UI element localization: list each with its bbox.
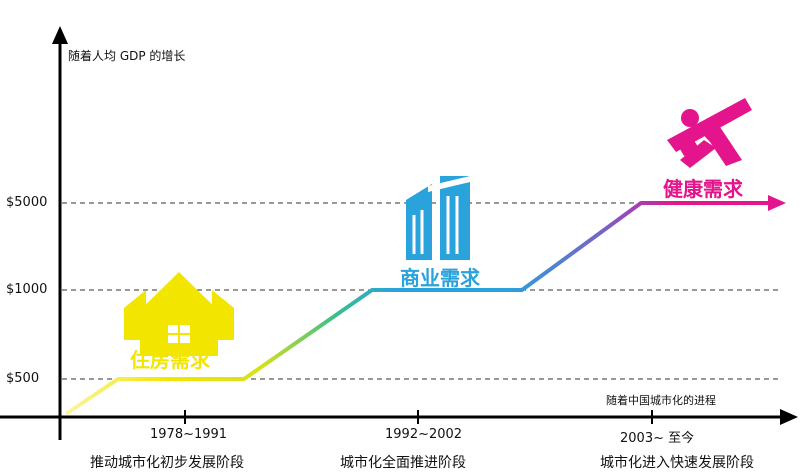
period-years-2: 1992~2002 bbox=[385, 427, 463, 442]
trend-line bbox=[64, 201, 770, 416]
period-years-1: 1978~1991 bbox=[150, 427, 228, 442]
housing-demand-label: 住房需求 bbox=[130, 348, 210, 372]
trend-arrowhead bbox=[768, 195, 786, 211]
house-icon bbox=[124, 272, 234, 356]
health-demand-label: 健康需求 bbox=[663, 177, 743, 201]
runner-icon bbox=[667, 98, 752, 168]
commercial-demand-label: 商业需求 bbox=[400, 266, 480, 290]
stage-label-3: 城市化进入快速发展阶段 bbox=[600, 455, 754, 471]
period-years-3: 2003~ 至今 bbox=[620, 431, 695, 446]
x-axis-arrowhead bbox=[780, 409, 798, 425]
office-building-icon bbox=[406, 176, 470, 260]
y-axis-arrowhead bbox=[52, 26, 68, 44]
stage-label-1: 推动城市化初步发展阶段 bbox=[90, 455, 244, 471]
y-tick-500: $500 bbox=[6, 371, 40, 386]
stage-label-2: 城市化全面推进阶段 bbox=[340, 455, 466, 471]
x-axis-title: 随着中国城市化的进程 bbox=[606, 394, 716, 407]
y-axis-title: 随着人均 GDP 的增长 bbox=[68, 49, 186, 63]
y-tick-1000: $1000 bbox=[6, 282, 48, 297]
y-tick-5000: $5000 bbox=[6, 195, 48, 210]
